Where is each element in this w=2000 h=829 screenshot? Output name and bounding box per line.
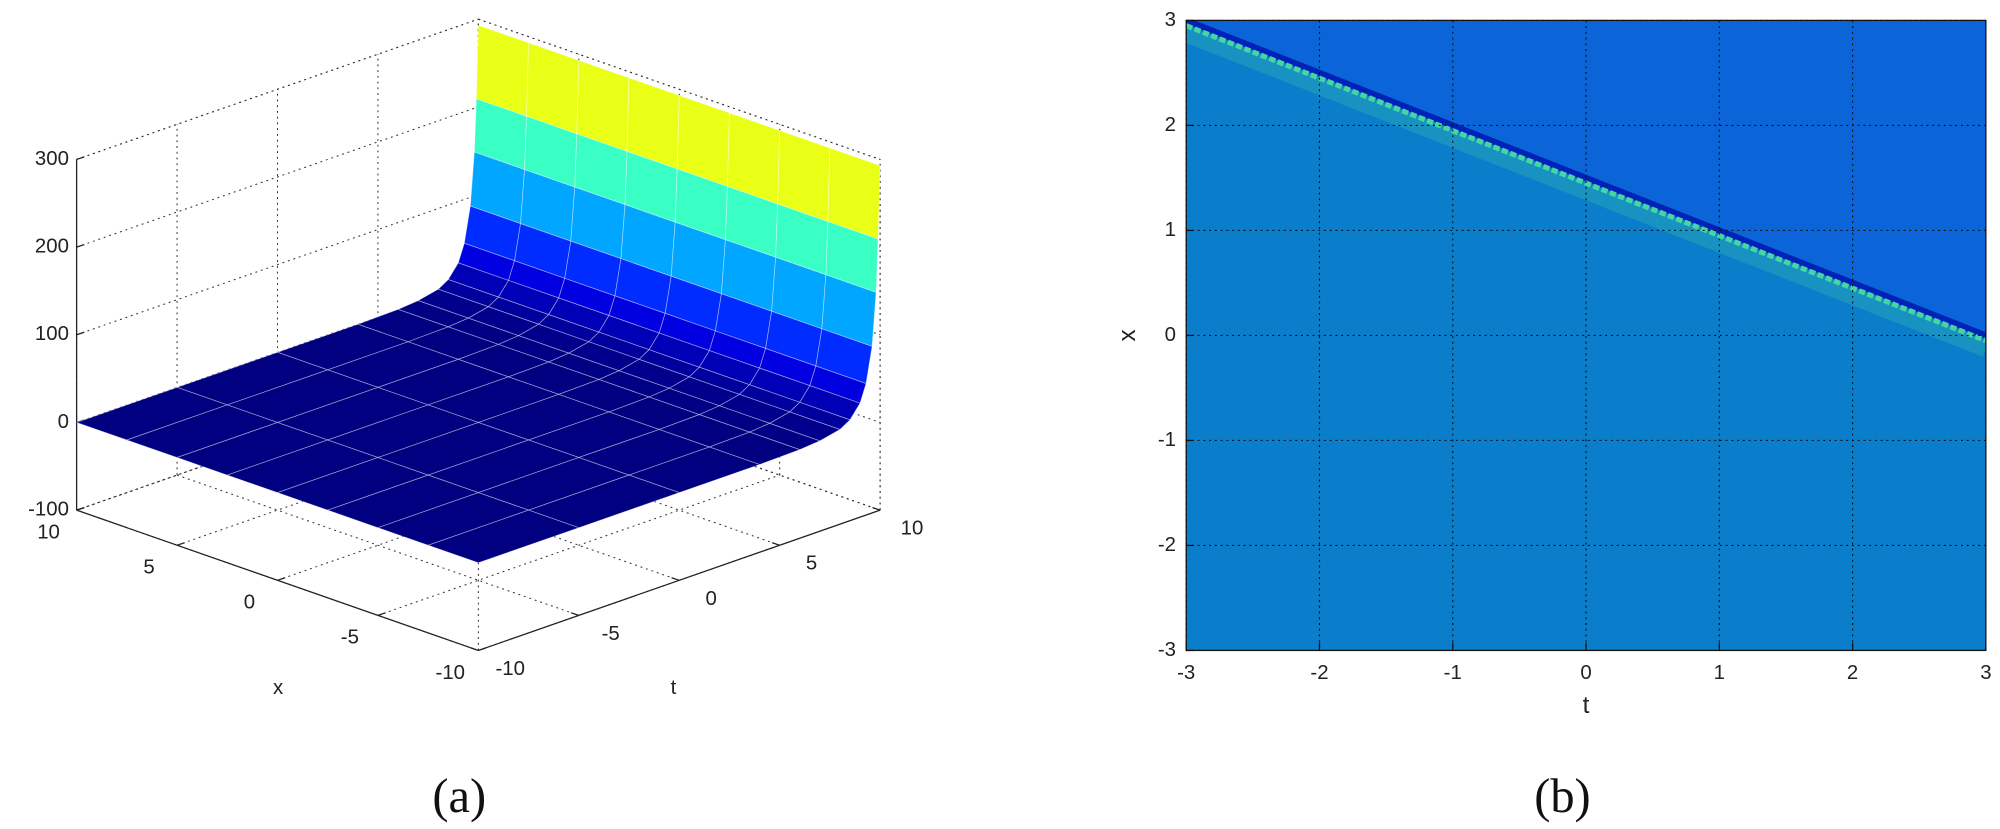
y-tick-label: -2 [1158,534,1176,556]
surface-patch [426,509,580,564]
x-axis-label: t [1583,692,1590,719]
t-tick-label: 10 [901,518,924,540]
tick-mark [76,506,85,511]
surface-patch [725,185,779,258]
surface-patch [624,150,678,223]
z-tick-label: 200 [35,235,69,257]
tick-mark [76,156,85,161]
tick-mark [76,243,85,248]
x-tick-label: 10 [37,522,60,544]
surface-patch [326,474,480,529]
tick-mark [570,612,580,616]
surface-patch [674,168,728,241]
surface-patch [508,260,566,299]
surface-patch [777,129,831,223]
surface-patch [226,439,380,494]
ridge-glow [1186,25,1986,357]
z-tick-label: 300 [35,148,69,170]
x-tick-label: 3 [1980,662,1991,684]
t-tick-label: -10 [496,658,525,680]
t-tick-label: 5 [806,553,817,575]
x-tick-label: 0 [1580,662,1591,684]
grid-line [176,474,579,616]
surface-patch [276,457,430,511]
y-axis-label: x [1114,329,1141,341]
tick-mark [277,577,286,581]
tick-mark [771,542,780,546]
tick-mark [176,542,185,546]
grid-line [76,194,479,336]
surface-patch [125,404,279,458]
y-tick-label: 3 [1165,9,1176,31]
t-tick-label: -5 [602,623,620,645]
surface-patch [676,94,730,187]
surface-patch [457,242,515,281]
tick-mark [76,331,85,336]
y-tick-label: -1 [1158,429,1176,451]
x-tick-label: 0 [244,592,255,614]
x-tick-label: -2 [1310,662,1328,684]
surface-patch [437,279,500,308]
surface-patch [825,220,879,293]
surface-patch [376,492,530,546]
surface-patch [564,240,622,297]
y-tick-label: 0 [1165,324,1176,346]
surface-patch [827,147,881,240]
surface-patch [175,422,329,476]
plot-frame [1185,19,1987,652]
z-tick-label: 100 [35,323,69,345]
surface-patch [608,295,666,334]
x-tick-label: 5 [143,557,154,579]
surface-patch [514,223,572,279]
surface-patch [727,112,781,205]
tick-mark [478,647,487,652]
z-tick-label: 0 [58,411,69,433]
surface-patch [487,296,550,325]
x-tick-label: 2 [1847,662,1858,684]
x-axis-label: x [273,677,283,699]
surface-patch [75,386,229,441]
t-tick-label: 0 [705,588,716,610]
tick-mark [671,577,680,581]
x-tick-label: -5 [341,627,359,649]
t-axis-label: t [671,677,677,699]
tick-mark [470,647,479,652]
surface-patch [467,306,540,337]
x-tick-label: -3 [1177,662,1195,684]
caption: (a) [432,770,486,823]
x-tick-label: 1 [1714,662,1725,684]
surface-patch [558,277,616,316]
y-tick-label: 1 [1165,219,1176,241]
y-tick-label: -3 [1158,639,1176,661]
grid-line [377,474,780,616]
x-tick-label: -10 [436,662,465,684]
grid-line [76,106,479,248]
caption: (b) [1534,770,1591,823]
surface-patch [775,203,829,276]
tick-mark [872,506,881,511]
x-tick-label: -1 [1444,662,1462,684]
z-tick-label: -100 [28,499,69,521]
surface-patch [463,205,521,262]
y-tick-label: 2 [1165,114,1176,136]
tick-mark [377,612,386,616]
